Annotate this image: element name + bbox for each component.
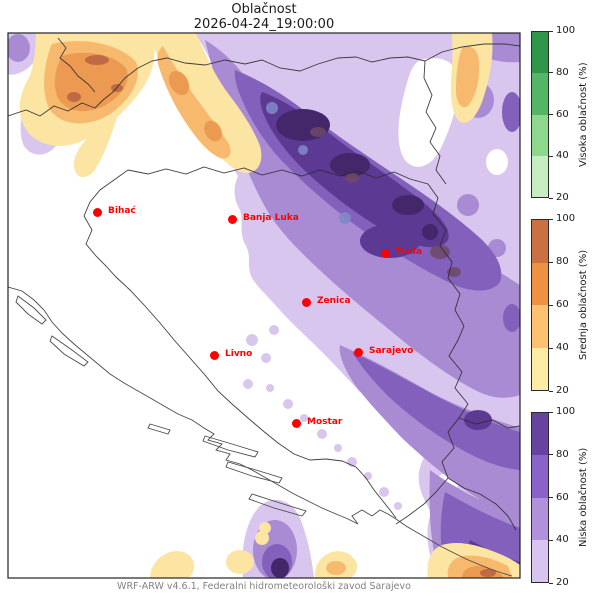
colorbar-niska-axis-label: Niska oblačnost (%) (578, 447, 589, 548)
colorbar-visoka-tickmark (549, 155, 553, 157)
colorbar-visoka-ticklabel: 100 (556, 25, 576, 36)
city-label-sarajevo: Sarajevo (369, 346, 414, 356)
colorbar-srednja-tickmark (549, 347, 553, 349)
colorbar-niska-ticklabel: 40 (556, 534, 569, 546)
map-frame (7, 32, 521, 579)
colorbar-visoka-segment (532, 114, 548, 156)
colorbar-srednja (531, 219, 549, 391)
colorbar-srednja-segment (532, 305, 548, 348)
colorbar-visoka-segment (532, 73, 548, 115)
city-label-banja-luka: Banja Luka (243, 213, 299, 223)
colorbar-niska-segment (532, 497, 548, 540)
colorbar-srednja-ticklabel: 80 (556, 256, 569, 267)
colorbar-visoka (531, 31, 549, 198)
city-dot-livno (209, 350, 219, 360)
colorbar-visoka-tickmark (549, 197, 553, 199)
colorbar-visoka-tickmark (549, 72, 553, 74)
figure-footer: WRF-ARW v4.6.1, Federalni hidrometeorolo… (117, 581, 411, 592)
colorbar-visoka-segment (532, 32, 548, 74)
colorbar-niska (531, 412, 549, 583)
colorbar-niska-ticklabel: 20 (556, 577, 569, 588)
colorbar-visoka-tickmark (549, 114, 553, 115)
colorbar-niska-ticklabel: 100 (556, 406, 576, 417)
city-dot-sarajevo (353, 347, 363, 357)
city-label-zenica: Zenica (317, 296, 351, 306)
colorbar-niska-segment (532, 455, 548, 498)
colorbar-visoka-segment (532, 155, 548, 197)
colorbar-srednja-tickmark (549, 218, 553, 220)
colorbar-niska-tickmark (549, 454, 553, 456)
colorbar-srednja-segment (532, 220, 548, 263)
colorbar-niska-tickmark (549, 497, 553, 498)
colorbar-srednja-ticklabel: 60 (556, 299, 569, 310)
city-dot-bihać (92, 207, 102, 217)
colorbar-niska-segment (532, 539, 548, 582)
colorbar-srednja-ticklabel: 40 (556, 342, 569, 353)
colorbar-srednja-segment (532, 262, 548, 305)
cloud-overlap-tints (266, 102, 461, 277)
city-dot-tuzla (380, 248, 390, 258)
colorbar-visoka-axis-label: Visoka oblačnost (%) (578, 62, 589, 167)
colorbar-srednja-tickmark (549, 304, 553, 306)
colorbar-niska-ticklabel: 80 (556, 448, 569, 460)
title-block: Oblačnost 2026-04-24_19:00:00 (8, 2, 520, 32)
colorbar-srednja-axis-label: Srednja oblačnost (%) (578, 249, 589, 361)
coastline (8, 286, 513, 577)
city-label-mostar: Mostar (307, 417, 343, 427)
colorbar-visoka-ticklabel: 60 (556, 108, 569, 120)
colorbar-niska-ticklabel: 60 (556, 491, 569, 503)
colorbar-visoka-ticklabel: 40 (556, 150, 569, 162)
colorbar-srednja-tickmark (549, 261, 553, 263)
colorbar-visoka-ticklabel: 80 (556, 66, 569, 78)
figure-title: Oblačnost (231, 2, 297, 17)
city-dot-zenica (301, 297, 311, 307)
city-dot-mostar (291, 418, 301, 428)
colorbar-srednja-segment (532, 347, 548, 390)
colorbar-srednja-tickmark (549, 390, 553, 392)
colorbar-niska-tickmark (549, 411, 553, 413)
country-borders (8, 37, 520, 531)
colorbar-visoka-tickmark (549, 30, 553, 32)
city-label-livno: Livno (225, 349, 253, 359)
colorbar-niska-tickmark (549, 582, 553, 584)
colorbar-visoka-ticklabel: 20 (556, 192, 569, 203)
colorbar-niska-tickmark (549, 539, 553, 541)
colorbar-niska-segment (532, 413, 548, 456)
colorbar-srednja-ticklabel: 20 (556, 385, 569, 396)
city-label-bihać: Bihać (108, 206, 136, 216)
figure-datetime: 2026-04-24_19:00:00 (193, 17, 335, 32)
colorbar-srednja-ticklabel: 100 (556, 213, 576, 224)
city-label-tuzla: Tuzla (396, 247, 422, 257)
medium-cloud-contours (19, 33, 520, 578)
city-dot-banja-luka (227, 214, 237, 224)
